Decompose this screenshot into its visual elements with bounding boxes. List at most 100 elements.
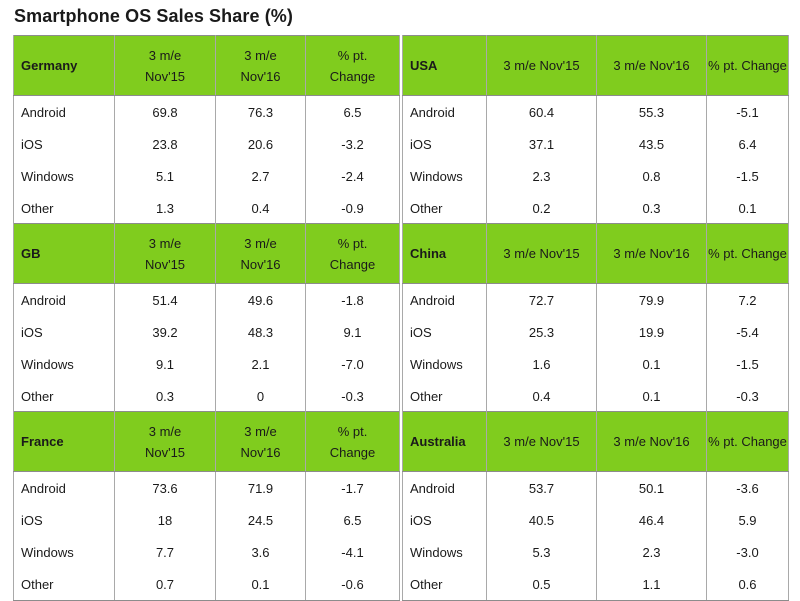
value-cell: 5.1 (114, 160, 216, 192)
value-cell: 0.1 (706, 192, 789, 225)
table-row: Windows 9.1 2.1 -7.0 (13, 348, 400, 380)
os-label: Windows (402, 536, 487, 568)
table-row: Other 0.7 0.1 -0.6 (13, 568, 400, 601)
os-label: Windows (402, 160, 487, 192)
os-label: Android (13, 283, 115, 316)
os-label: Other (13, 192, 115, 225)
table-row: Android 73.6 71.9 -1.7 (13, 471, 400, 504)
table-china: China 3 m/e Nov'15 3 m/e Nov'16% pt. Chang… (402, 223, 789, 413)
table-row: Other 1.3 0.4 -0.9 (13, 192, 400, 225)
value-cell: -0.3 (706, 380, 789, 413)
os-label: iOS (13, 128, 115, 160)
value-cell: -0.6 (305, 568, 400, 601)
table-gb: GB 3 m/e Nov'15 3 m/e Nov'16% pt. Change An… (13, 223, 400, 413)
value-cell: 2.3 (486, 160, 597, 192)
value-cell: -1.8 (305, 283, 400, 316)
value-cell: 48.3 (215, 316, 306, 348)
table-row: Android 53.7 50.1 -3.6 (402, 471, 789, 504)
table-germany: Germany 3 m/e Nov'15 3 m/e Nov'16% pt. Cha… (13, 35, 400, 225)
value-cell: -1.5 (706, 348, 789, 380)
os-label: iOS (402, 504, 487, 536)
value-cell: -0.9 (305, 192, 400, 225)
value-cell: 5.3 (486, 536, 597, 568)
region-label: Germany (13, 35, 115, 96)
value-cell: 1.3 (114, 192, 216, 225)
value-cell: 0.3 (114, 380, 216, 413)
value-cell: 0.8 (596, 160, 707, 192)
value-cell: -7.0 (305, 348, 400, 380)
os-label: Android (402, 283, 487, 316)
value-cell: -1.7 (305, 471, 400, 504)
table-row: Other 0.3 0 -0.3 (13, 380, 400, 413)
table-row: Android 69.8 76.3 6.5 (13, 95, 400, 128)
table-australia: Australia 3 m/e Nov'15 3 m/e Nov'16% pt. C… (402, 411, 789, 601)
value-cell: 76.3 (215, 95, 306, 128)
table-usa: USA 3 m/e Nov'15 3 m/e Nov'16% pt. Change A… (402, 35, 789, 225)
value-cell: 23.8 (114, 128, 216, 160)
value-cell: 53.7 (486, 471, 597, 504)
value-cell: 0.3 (596, 192, 707, 225)
value-cell: 9.1 (305, 316, 400, 348)
region-label: USA (402, 35, 487, 96)
value-cell: 37.1 (486, 128, 597, 160)
column-header: % pt. Change (706, 411, 789, 472)
column-header: 3 m/e Nov'16 (596, 35, 707, 96)
value-cell: 9.1 (114, 348, 216, 380)
os-label: Android (13, 471, 115, 504)
value-cell: 6.5 (305, 504, 400, 536)
region-label: GB (13, 223, 115, 284)
column-header: % pt. Change (305, 35, 400, 96)
value-cell: 39.2 (114, 316, 216, 348)
table-row: iOS 25.3 19.9 -5.4 (402, 316, 789, 348)
table-row: Android 72.7 79.9 7.2 (402, 283, 789, 316)
column-header: 3 m/e Nov'16 (596, 411, 707, 472)
os-label: Windows (13, 348, 115, 380)
value-cell: 1.1 (596, 568, 707, 601)
value-cell: 69.8 (114, 95, 216, 128)
value-cell: 0.7 (114, 568, 216, 601)
table-row: Other 0.2 0.3 0.1 (402, 192, 789, 225)
value-cell: -3.0 (706, 536, 789, 568)
region-label: France (13, 411, 115, 472)
column-header: 3 m/e Nov'15 (486, 411, 597, 472)
value-cell: 0.1 (596, 380, 707, 413)
value-cell: -4.1 (305, 536, 400, 568)
table-row: iOS 40.5 46.4 5.9 (402, 504, 789, 536)
value-cell: 5.9 (706, 504, 789, 536)
value-cell: -1.5 (706, 160, 789, 192)
value-cell: -3.6 (706, 471, 789, 504)
table-row: Windows 5.1 2.7 -2.4 (13, 160, 400, 192)
value-cell: 60.4 (486, 95, 597, 128)
value-cell: 0.2 (486, 192, 597, 225)
value-cell: 1.6 (486, 348, 597, 380)
table-row: Android 60.4 55.3 -5.1 (402, 95, 789, 128)
value-cell: 3.6 (215, 536, 306, 568)
column-header: % pt. Change (706, 35, 789, 96)
os-label: Windows (13, 160, 115, 192)
os-label: Other (402, 192, 487, 225)
table-row: Windows 7.7 3.6 -4.1 (13, 536, 400, 568)
os-label: iOS (402, 316, 487, 348)
value-cell: 2.1 (215, 348, 306, 380)
value-cell: -3.2 (305, 128, 400, 160)
table-row: iOS 23.8 20.6 -3.2 (13, 128, 400, 160)
table-row: Other 0.4 0.1 -0.3 (402, 380, 789, 413)
os-label: Other (13, 380, 115, 413)
value-cell: 2.7 (215, 160, 306, 192)
table-row: iOS 37.1 43.5 6.4 (402, 128, 789, 160)
column-header: % pt. Change (706, 223, 789, 284)
value-cell: 24.5 (215, 504, 306, 536)
column-header: 3 m/e Nov'15 (486, 223, 597, 284)
value-cell: 0.1 (215, 568, 306, 601)
value-cell: 25.3 (486, 316, 597, 348)
value-cell: 18 (114, 504, 216, 536)
region-label: China (402, 223, 487, 284)
column-header: % pt. Change (305, 223, 400, 284)
value-cell: 73.6 (114, 471, 216, 504)
column-header: 3 m/e Nov'16 (215, 223, 306, 284)
os-label: Other (402, 380, 487, 413)
value-cell: -5.1 (706, 95, 789, 128)
value-cell: 40.5 (486, 504, 597, 536)
value-cell: 6.5 (305, 95, 400, 128)
value-cell: 55.3 (596, 95, 707, 128)
